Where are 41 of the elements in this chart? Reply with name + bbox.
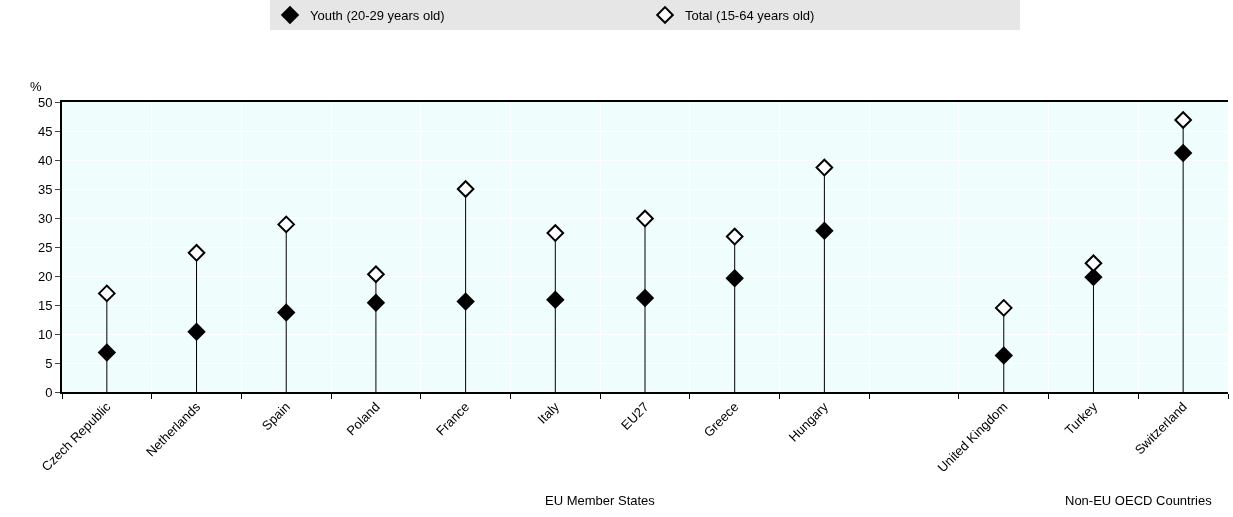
point bbox=[815, 221, 834, 240]
point bbox=[367, 293, 385, 312]
text: EU Member States bbox=[545, 493, 656, 508]
x-tick-label: Italy bbox=[534, 398, 563, 427]
legend-label: Youth (20-29 years old) bbox=[310, 8, 445, 24]
y-tick-label: 35 bbox=[37, 181, 53, 197]
point bbox=[546, 224, 565, 242]
point bbox=[1084, 268, 1103, 286]
y-tick-label: 40 bbox=[37, 152, 53, 168]
y-tick-label: 15 bbox=[37, 297, 53, 313]
point bbox=[98, 343, 116, 362]
point bbox=[456, 292, 475, 311]
y-tick-label: 0 bbox=[45, 384, 53, 400]
point bbox=[546, 290, 565, 309]
point bbox=[456, 180, 475, 198]
point bbox=[994, 299, 1013, 317]
point bbox=[994, 346, 1013, 365]
y-tick-label: 50 bbox=[37, 94, 53, 110]
point bbox=[636, 289, 654, 307]
y-tick-label: 45 bbox=[37, 123, 53, 139]
y-tick-label: 5 bbox=[45, 355, 53, 371]
point bbox=[725, 269, 744, 288]
point bbox=[98, 284, 116, 303]
y-axis-title: % bbox=[30, 79, 42, 94]
point bbox=[1084, 254, 1103, 273]
point bbox=[367, 265, 385, 284]
y-tick-label: 25 bbox=[37, 239, 53, 255]
y-tick-label: 10 bbox=[37, 326, 53, 342]
point bbox=[636, 209, 654, 228]
point bbox=[187, 322, 206, 341]
text: Non-EU OECD Countries bbox=[1065, 493, 1213, 508]
y-tick-label: 20 bbox=[37, 268, 53, 284]
point bbox=[277, 215, 296, 234]
point bbox=[815, 158, 834, 177]
y-tick-label: 30 bbox=[37, 210, 53, 226]
legend-label: Total (15-64 years old) bbox=[685, 8, 815, 24]
point bbox=[725, 227, 744, 246]
point bbox=[1174, 144, 1192, 162]
point bbox=[277, 303, 296, 322]
point bbox=[1174, 111, 1192, 129]
point bbox=[187, 244, 206, 262]
